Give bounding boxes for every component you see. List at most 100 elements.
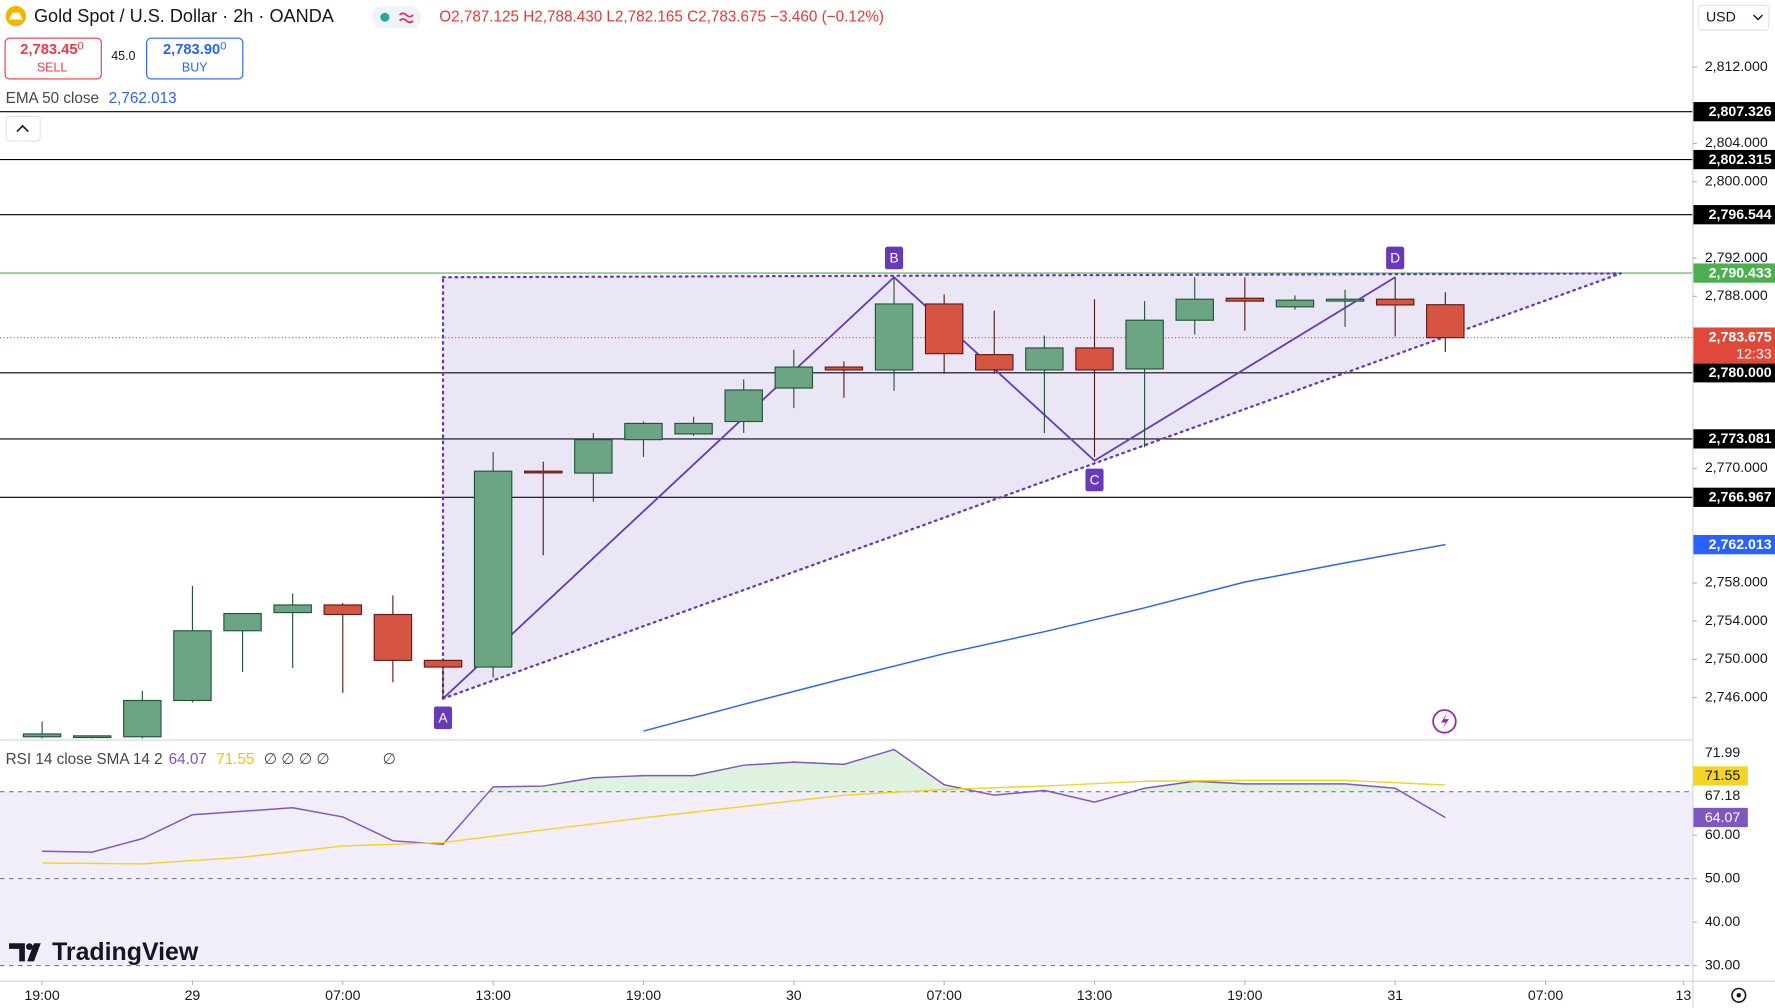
- rsi-pane: [0, 748, 1693, 967]
- ema-legend-name: EMA 50 close: [6, 90, 99, 107]
- pattern-point-label: C: [1090, 473, 1100, 488]
- level-badge: 2,796.544: [1709, 206, 1772, 222]
- pattern-point-box: [884, 246, 904, 270]
- rsi-badge-bg: [1693, 807, 1748, 828]
- x-tick-label: 19:00: [24, 987, 60, 1003]
- event-bolt: [1441, 713, 1449, 730]
- candle-body: [975, 354, 1014, 371]
- y-tick-label: 2,788.000: [1705, 287, 1768, 303]
- candle-body: [223, 612, 262, 632]
- ema-badge: 2,762.013: [1709, 536, 1772, 552]
- pattern-point-label: B: [890, 251, 899, 266]
- x-tick-label: 07:00: [926, 987, 962, 1003]
- candle-body: [774, 366, 814, 389]
- y-tick-label: 2,754.000: [1705, 612, 1768, 628]
- x-tick-label: 07:00: [325, 987, 361, 1003]
- x-tick-label: 19:00: [1227, 987, 1263, 1003]
- rsi-scale-label: 67.18: [1705, 787, 1741, 803]
- settings-icon[interactable]: [1731, 987, 1747, 1003]
- rsi-scale-label: 71.99: [1705, 744, 1741, 760]
- collapse-chevron: [16, 124, 29, 133]
- pattern-point-box: [433, 706, 453, 730]
- symbol-icon-bar: [9, 12, 23, 20]
- candle-body: [1426, 304, 1465, 339]
- candle-body: [473, 470, 513, 668]
- y-tick-label: 2,758.000: [1705, 574, 1768, 590]
- rsi-legend-extra: ∅: [383, 751, 396, 768]
- sell-button[interactable]: [4, 37, 102, 80]
- rsi-y-tick-label: 30.00: [1705, 956, 1741, 972]
- pattern-point-label: A: [438, 711, 448, 726]
- level-badge-bg: [1693, 205, 1775, 225]
- level-badge-bg: [1693, 102, 1775, 122]
- level-badge: 2,766.967: [1709, 489, 1772, 505]
- axes: 2,812.000 2,804.000 2,800.000 2,792.000 2,78…: [24, 58, 1775, 1003]
- currency-label: USD: [1706, 9, 1736, 25]
- rsi-y-tick-label: 40.00: [1705, 913, 1741, 929]
- candle-body: [1225, 297, 1265, 302]
- candle-body: [624, 422, 663, 441]
- status-pill[interactable]: [371, 5, 422, 29]
- candle-body: [22, 733, 62, 738]
- level-badge-bg: [1693, 363, 1775, 383]
- y-tick-label: 2,792.000: [1705, 249, 1768, 265]
- y-tick-label: 2,812.000: [1705, 58, 1768, 74]
- ema-line: [643, 543, 1446, 732]
- candle-body: [1025, 347, 1064, 371]
- level-badge: 2,790.433: [1709, 264, 1772, 280]
- last-price-badge: 2,783.675: [1709, 328, 1772, 344]
- pattern-point-label: D: [1390, 251, 1400, 266]
- candle-body: [724, 389, 763, 423]
- logo-text: TradingView: [52, 938, 199, 966]
- y-tick-label: 2,804.000: [1705, 134, 1768, 150]
- series-line: [42, 748, 1446, 853]
- logo-mark: [9, 943, 41, 962]
- rsi-sma-legend-value: 71.55: [216, 751, 254, 768]
- ema-legend-value: 2,762.013: [109, 90, 177, 107]
- buy-button[interactable]: [146, 37, 244, 80]
- candle-body: [373, 613, 413, 661]
- rsi-legend-extra: ∅ ∅ ∅ ∅: [264, 751, 330, 768]
- level-badge-bg: [1693, 487, 1775, 507]
- level-badge: 2,802.315: [1709, 151, 1772, 167]
- candle-body: [874, 303, 914, 371]
- x-tick-label: 13:00: [475, 987, 511, 1003]
- candle-body: [1125, 319, 1164, 370]
- candle-body: [674, 422, 713, 435]
- y-tick-label: 2,746.000: [1705, 688, 1768, 704]
- spread: 45.0: [111, 49, 135, 63]
- buy-label: BUY: [182, 60, 208, 74]
- candle-body: [423, 659, 463, 668]
- rsi-y-tick-label: 60.00: [1705, 826, 1741, 842]
- candle-body: [924, 303, 964, 355]
- y-tick-label: 2,770.000: [1705, 459, 1768, 475]
- rsi-legend-title: RSI 14 close SMA 14 2: [6, 751, 163, 768]
- last-price-countdown: 12:33: [1736, 345, 1772, 361]
- candle-body: [1075, 347, 1114, 371]
- level-badge: 2,780.000: [1709, 364, 1772, 380]
- overbought-fill: [488, 749, 1402, 792]
- currency-selector[interactable]: [1698, 4, 1770, 31]
- candle-body: [72, 735, 112, 739]
- x-tick-label: 19:00: [626, 987, 662, 1003]
- collapse-button[interactable]: [5, 115, 41, 142]
- last-price-badge-bg: [1693, 327, 1775, 364]
- x-tick-label: 13: [1675, 987, 1691, 1003]
- rsi-badge: 64.07: [1705, 809, 1741, 825]
- candle-body: [1375, 298, 1415, 306]
- candle-body: [1325, 298, 1365, 302]
- rsi-badge-bg: [1693, 766, 1748, 786]
- settings-icon-center: [1736, 993, 1742, 998]
- candle-body: [1175, 298, 1214, 321]
- market-open-dot: [380, 12, 390, 22]
- candle-body: [323, 604, 363, 616]
- candle-body: [123, 699, 162, 738]
- rsi-badge: 71.55: [1705, 767, 1741, 783]
- sell-price: 2,783.450: [20, 41, 84, 58]
- level-badge-bg: [1693, 149, 1775, 170]
- logo-dot: [26, 943, 33, 951]
- candle-body: [824, 366, 864, 371]
- level-badge: 2,807.326: [1709, 103, 1772, 119]
- price-pane: [0, 111, 1693, 739]
